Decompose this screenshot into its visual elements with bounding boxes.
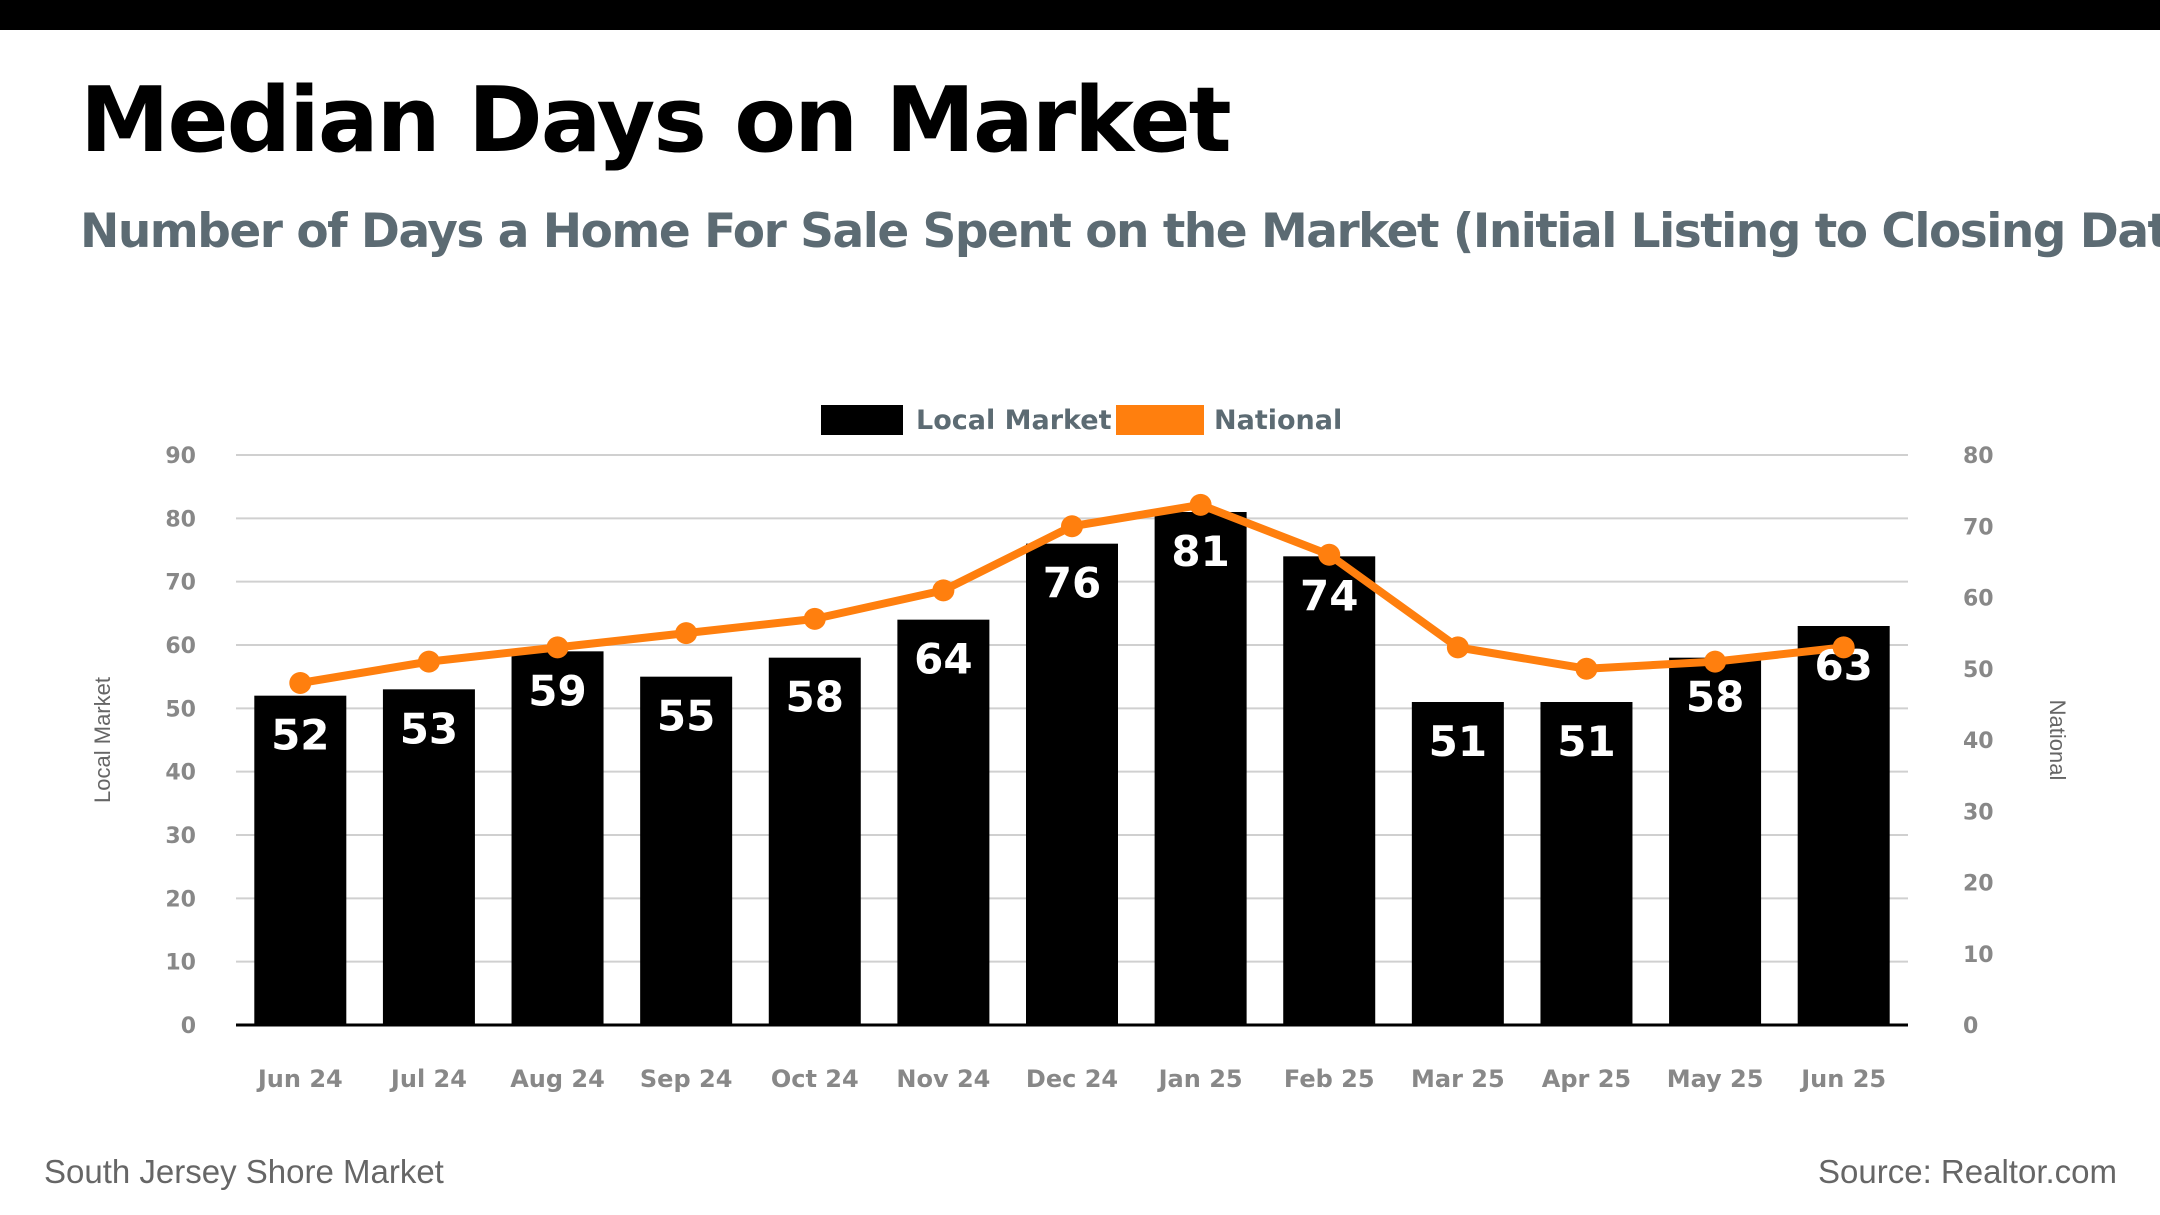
footer-source: Source: Realtor.com: [1818, 1153, 2117, 1190]
x-tick-label: Jul 24: [389, 1065, 467, 1093]
point-national: [1061, 515, 1083, 538]
bar-data-label: 58: [786, 673, 844, 722]
point-national: [289, 672, 312, 694]
bar-local-market: [382, 689, 475, 1025]
bar-data-label: 64: [914, 635, 972, 684]
y2-tick-label: 40: [1963, 729, 1994, 754]
point-national: [1446, 636, 1469, 659]
y2-tick-label: 0: [1963, 1014, 1978, 1039]
point-national: [1704, 650, 1727, 673]
x-tick-label: Aug 24: [510, 1065, 605, 1093]
bar-data-label: 53: [400, 704, 458, 753]
x-tick-label: Nov 24: [896, 1065, 990, 1093]
page-title: Median Days on Market: [80, 68, 1232, 173]
point-national: [675, 622, 698, 645]
point-national: [803, 607, 826, 630]
bar-local-market: [1540, 702, 1633, 1025]
bar-data-label: 51: [1429, 717, 1487, 766]
y-tick-label: 50: [165, 697, 196, 722]
y-tick-label: 30: [165, 824, 196, 849]
bar-local-market: [640, 676, 733, 1025]
y2-tick-label: 10: [1963, 943, 1994, 968]
x-tick-label: Jan 25: [1157, 1065, 1243, 1093]
page-subtitle: Number of Days a Home For Sale Spent on …: [80, 204, 2160, 259]
y2-tick-label: 20: [1963, 872, 1994, 897]
bar-local-market: [1669, 657, 1762, 1025]
y-tick-label: 60: [165, 634, 196, 659]
bar-local-market: [1154, 512, 1247, 1025]
y2-tick-label: 30: [1963, 800, 1994, 825]
top-bar: [0, 0, 2160, 30]
y2-tick-label: 70: [1963, 515, 1994, 540]
footer-market-name: South Jersey Shore Market: [44, 1153, 444, 1190]
legend-swatch-local-market: [821, 405, 903, 435]
y-tick-label: 20: [165, 887, 196, 912]
x-tick-label: Sep 24: [640, 1065, 733, 1093]
bar-local-market: [511, 651, 604, 1025]
x-tick-label: Oct 24: [771, 1065, 859, 1093]
y-tick-label: 40: [165, 761, 196, 786]
bar-data-label: 59: [528, 666, 586, 715]
bar-data-label: 58: [1686, 673, 1744, 722]
bar-local-market: [897, 619, 990, 1025]
point-national: [1318, 543, 1341, 566]
x-tick-label: Jun 24: [256, 1065, 343, 1093]
x-tick-label: Feb 25: [1284, 1065, 1375, 1093]
x-tick-label: Apr 25: [1542, 1065, 1631, 1093]
bar-local-market: [1026, 543, 1118, 1025]
bar-local-market: [1797, 626, 1890, 1025]
bar-data-label: 76: [1043, 559, 1101, 608]
bar-data-label: 52: [271, 711, 329, 760]
bar-data-label: 51: [1557, 717, 1615, 766]
y2-tick-label: 50: [1963, 658, 1994, 683]
bar-local-market: [1283, 556, 1376, 1025]
x-tick-label: May 25: [1667, 1065, 1764, 1093]
x-tick-label: Dec 24: [1026, 1065, 1118, 1093]
bar-local-market: [254, 695, 347, 1025]
x-tick-label: Mar 25: [1411, 1065, 1505, 1093]
y2-tick-label: 60: [1963, 587, 1994, 612]
point-national: [417, 650, 440, 673]
y-tick-label: 70: [165, 571, 196, 596]
legend-swatch-national: [1116, 405, 1204, 435]
y-tick-label: 90: [165, 444, 196, 469]
y-tick-label: 0: [181, 1014, 196, 1039]
y2-axis-title: National: [2045, 700, 2070, 781]
point-national: [1189, 493, 1212, 516]
point-national: [546, 636, 569, 659]
legend-label-local-market: Local Market: [916, 405, 1112, 436]
y-tick-label: 10: [165, 951, 196, 976]
bar-data-label: 55: [657, 692, 715, 741]
y-tick-label: 80: [165, 507, 196, 532]
y-axis-title: Local Market: [90, 677, 115, 803]
bar-data-label: 81: [1171, 527, 1229, 576]
legend-label-national: National: [1214, 405, 1342, 436]
point-national: [932, 579, 955, 602]
point-national: [1832, 636, 1855, 659]
x-tick-label: Jun 25: [1799, 1065, 1886, 1093]
y2-tick-label: 80: [1963, 444, 1994, 469]
bar-local-market: [1411, 702, 1504, 1025]
bar-local-market: [768, 657, 861, 1025]
bar-data-label: 74: [1300, 571, 1358, 620]
point-national: [1575, 657, 1598, 680]
